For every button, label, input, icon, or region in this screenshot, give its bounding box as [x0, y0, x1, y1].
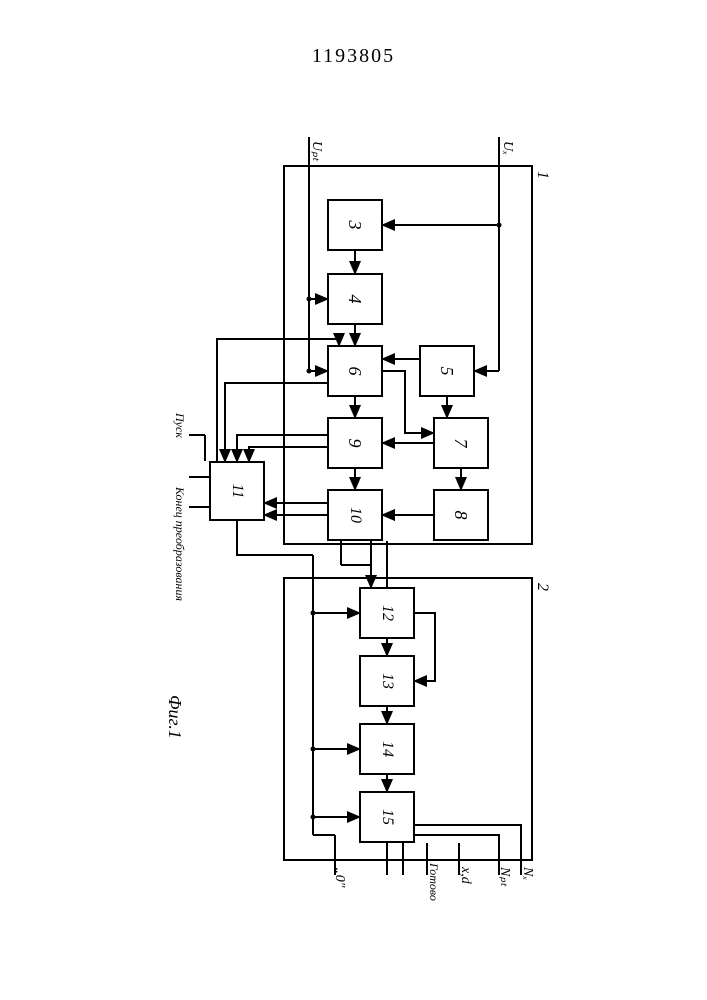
label-konets: Конец преобразования — [172, 487, 187, 601]
block-12: 12 — [359, 587, 415, 639]
block-13-num: 13 — [378, 673, 396, 689]
block-11: 11 — [209, 461, 265, 521]
block-3-num: 3 — [345, 221, 366, 230]
block-7-num: 7 — [451, 439, 472, 448]
block-8: 8 — [433, 489, 489, 541]
label-npt: Nₚₜ — [496, 867, 513, 886]
label-nx: Nₓ — [519, 867, 535, 880]
document-number: 1193805 — [0, 45, 707, 68]
block-14: 14 — [359, 723, 415, 775]
figure-caption: Фиг.1 — [164, 695, 185, 739]
block-11-num: 11 — [228, 484, 246, 499]
block-9: 9 — [327, 417, 383, 469]
block-7: 7 — [433, 417, 489, 469]
block-5: 5 — [419, 345, 475, 397]
label-gotovo: Готово — [426, 863, 441, 901]
label-xd: x,d — [457, 867, 473, 884]
block-6: 6 — [327, 345, 383, 397]
block-4: 4 — [327, 273, 383, 325]
label-upt: Uₚₜ — [308, 141, 325, 161]
label-pusk: Пуск — [172, 413, 187, 438]
block-12-num: 12 — [378, 605, 396, 621]
block-14-num: 14 — [378, 741, 396, 757]
label-zero: „0" — [331, 867, 347, 888]
block-15: 15 — [359, 791, 415, 843]
block-5-num: 5 — [437, 367, 458, 376]
block-10: 10 — [327, 489, 383, 541]
block-15-num: 15 — [378, 809, 396, 825]
block-4-num: 4 — [345, 295, 366, 304]
figure-1-diagram: 1 2 — [0, 295, 707, 735]
block-9-num: 9 — [345, 439, 366, 448]
label-ux: Uₓ — [499, 141, 515, 155]
block-3: 3 — [327, 199, 383, 251]
block-8-num: 8 — [451, 511, 472, 520]
block-10-num: 10 — [346, 507, 364, 523]
block-13: 13 — [359, 655, 415, 707]
block-6-num: 6 — [345, 367, 366, 376]
